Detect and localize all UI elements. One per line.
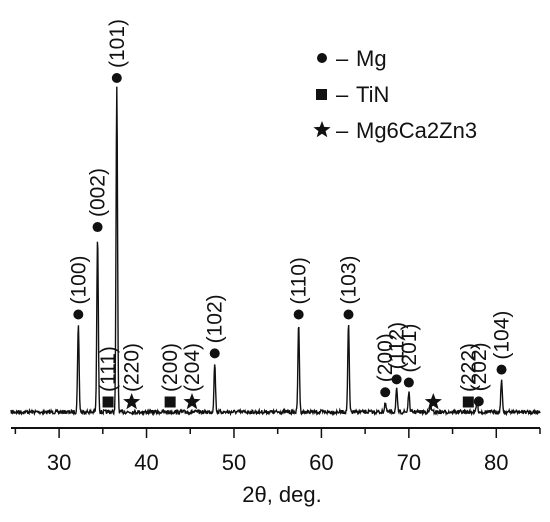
mg6ca2zn3-peak-marker	[424, 392, 442, 410]
mg6ca2zn3-peak-marker	[183, 393, 201, 410]
legend-square-marker	[316, 89, 327, 100]
legend-label-mg: Mg	[356, 46, 387, 71]
mg-peak-marker	[111, 73, 122, 83]
mg6ca2zn3-peak-marker	[123, 393, 141, 410]
peak-label: (112)	[386, 322, 409, 369]
x-axis-title: 2θ, deg.	[242, 482, 322, 507]
tin-peak-marker	[164, 396, 176, 408]
peak-label: (104)	[491, 311, 514, 360]
mg-peak-marker	[92, 222, 103, 233]
peak-label: (204)	[181, 343, 204, 392]
mg-peak-marker	[343, 309, 354, 320]
peak-label: (002)	[87, 168, 110, 217]
legend-dash: –	[336, 82, 349, 107]
legend-dash: –	[336, 46, 349, 71]
x-tick-label: 80	[484, 450, 508, 475]
peak-label: (201)	[398, 324, 421, 373]
peak-label: (200)	[159, 343, 182, 392]
mg-peak-marker	[380, 387, 391, 398]
peak-label: (111)	[97, 346, 120, 392]
peak-label: (222)	[457, 343, 480, 392]
legend-dash: –	[336, 118, 349, 143]
legend: – Mg – TiN – Mg6Ca2Zn3	[313, 46, 477, 143]
mg-peak-marker	[209, 348, 220, 359]
legend-label-tin: TiN	[356, 82, 389, 107]
x-tick-label: 30	[47, 450, 71, 475]
mg-peak-marker	[473, 396, 484, 407]
peak-label: (101)	[106, 19, 129, 68]
peak-label: (110)	[288, 257, 311, 304]
peak-label: (200)	[374, 333, 397, 382]
peak-label: (103)	[338, 255, 361, 304]
xrd-trace	[10, 86, 541, 417]
mg-peak-marker	[403, 377, 414, 388]
peak-label: (102)	[204, 294, 227, 343]
mg-peak-marker	[496, 364, 507, 375]
tin-peak-marker	[462, 396, 474, 408]
legend-circle-marker	[317, 53, 327, 63]
x-ticks: 30 40 50 60 70 80	[14, 428, 541, 475]
peak-label: (202)	[468, 342, 491, 391]
legend-star-marker	[313, 121, 331, 138]
x-tick-label: 60	[309, 450, 333, 475]
tin-peak-marker	[102, 396, 114, 408]
mg-peak-marker	[73, 309, 84, 320]
peak-annotations: (100)(002)(101)(111) (220) (200)(204)(102)…	[67, 19, 514, 410]
x-tick-label: 40	[134, 450, 158, 475]
peak-label: (220)	[121, 343, 144, 392]
mg-peak-marker	[391, 374, 402, 385]
mg-peak-marker	[293, 309, 304, 320]
x-tick-label: 50	[222, 450, 246, 475]
x-tick-label: 70	[397, 450, 421, 475]
legend-label-mg6ca2zn3: Mg6Ca2Zn3	[356, 118, 477, 143]
peak-label: (100)	[67, 255, 90, 304]
